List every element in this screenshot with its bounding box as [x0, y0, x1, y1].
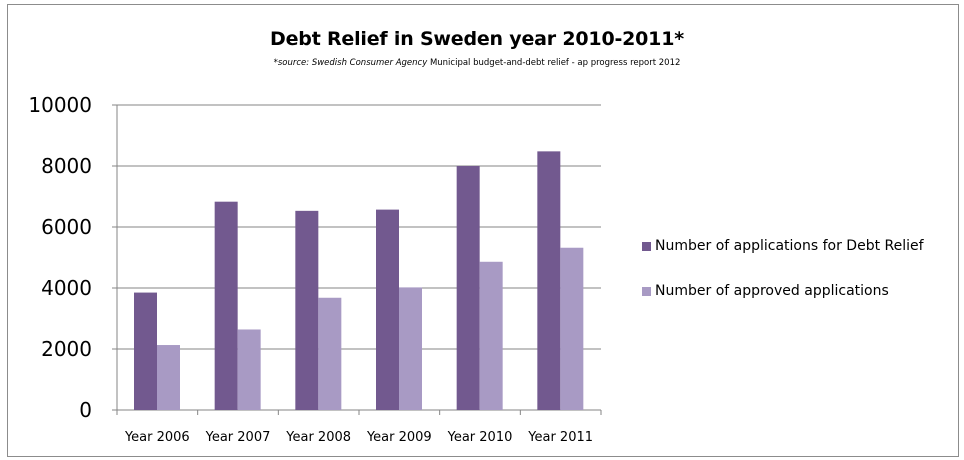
bar-approved: [560, 247, 584, 410]
y-tick-label: 2000: [41, 337, 92, 361]
bar-applications: [376, 209, 399, 410]
y-tick-label: 4000: [41, 276, 92, 300]
x-tick-label: Year 2006: [124, 430, 190, 445]
y-tick-label: 10000: [28, 93, 92, 117]
bar-applications: [295, 210, 319, 410]
chart-title: Debt Relief in Sweden year 2010-2011*: [270, 28, 684, 50]
x-tick-label: Year 2011: [527, 430, 593, 445]
bar-approved: [399, 287, 422, 410]
bar-applications: [456, 166, 480, 410]
x-tick-label: Year 2009: [366, 430, 432, 445]
subtitle-source: *source: Swedish Consumer Agency: [273, 58, 428, 68]
bar-approved: [318, 297, 342, 410]
subtitle-report: Municipal budget-and-debt relief - ap pr…: [427, 58, 681, 68]
legend-label-approved: Number of approved applications: [655, 283, 889, 299]
bar-applications: [214, 201, 238, 410]
legend-item-applications: Number of applications for Debt Relief: [642, 236, 924, 256]
y-tick-label: 0: [79, 398, 92, 422]
bar-applications: [537, 151, 561, 411]
x-tick-label: Year 2008: [285, 430, 351, 445]
legend-swatch-approved: [642, 286, 651, 296]
legend-swatch-applications: [642, 241, 651, 251]
bar-applications: [134, 292, 157, 410]
x-tick-label: Year 2010: [447, 430, 513, 445]
chart-subtitle: *source: Swedish Consumer Agency Municip…: [117, 58, 837, 68]
bar-approved: [157, 345, 180, 410]
bar-approved: [237, 329, 261, 410]
y-tick-label: 8000: [41, 154, 92, 178]
y-tick-label: 6000: [41, 215, 92, 239]
legend-item-approved: Number of approved applications: [642, 281, 924, 301]
bar-approved: [479, 261, 503, 410]
x-tick-label: Year 2007: [205, 430, 271, 445]
legend-label-applications: Number of applications for Debt Relief: [655, 238, 924, 254]
legend: Number of applications for Debt Relief N…: [642, 236, 924, 326]
